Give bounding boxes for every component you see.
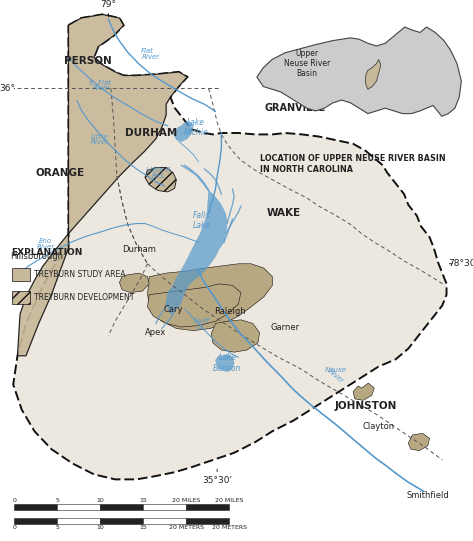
Text: Eno: Eno: [39, 238, 52, 244]
Text: Little: Little: [91, 134, 109, 140]
Polygon shape: [11, 268, 30, 281]
Text: Little R.: Little R.: [146, 167, 173, 173]
Bar: [143, 518, 186, 524]
Text: 20 METERS: 20 METERS: [212, 525, 247, 530]
Polygon shape: [13, 15, 447, 479]
Text: Cr.: Cr.: [197, 324, 207, 330]
Text: Falls
Lake: Falls Lake: [193, 211, 211, 230]
Text: 15: 15: [140, 498, 147, 503]
Text: 78°30': 78°30': [448, 259, 473, 268]
Text: S. Flat: S. Flat: [89, 80, 111, 85]
Text: Durham: Durham: [122, 245, 156, 254]
Text: 20 METERS: 20 METERS: [169, 525, 204, 530]
Text: Neuse: Neuse: [325, 367, 347, 373]
Text: 15: 15: [140, 525, 147, 530]
Text: Garner: Garner: [271, 324, 300, 332]
Text: River: River: [142, 54, 160, 60]
Text: Swift: Swift: [193, 318, 210, 324]
Text: 10: 10: [96, 525, 104, 530]
Polygon shape: [18, 15, 187, 356]
Text: Smithfield: Smithfield: [406, 491, 449, 500]
Text: Clayton: Clayton: [362, 422, 394, 431]
Text: River: River: [91, 140, 109, 146]
Polygon shape: [366, 60, 381, 89]
Text: 20 MILES: 20 MILES: [215, 498, 244, 503]
Text: River: River: [93, 85, 111, 91]
Text: TREYBURN DEVELOPMENT: TREYBURN DEVELOPMENT: [35, 293, 135, 302]
Polygon shape: [119, 273, 149, 293]
Text: PERSON: PERSON: [64, 56, 112, 66]
Bar: [143, 504, 186, 510]
Text: 35°30': 35°30': [202, 477, 232, 485]
Polygon shape: [148, 264, 272, 331]
Text: Upper
Neuse River
Basin: Upper Neuse River Basin: [284, 49, 330, 78]
Text: EXPLANATION: EXPLANATION: [11, 248, 83, 257]
Text: 5: 5: [55, 498, 59, 503]
Text: Cary: Cary: [163, 306, 183, 314]
Text: River: River: [36, 243, 54, 249]
Bar: [100, 504, 143, 510]
Text: 36°: 36°: [0, 84, 15, 93]
Text: Apex: Apex: [145, 328, 166, 338]
Text: Lake
Michie: Lake Michie: [184, 117, 208, 137]
Text: WAKE: WAKE: [266, 208, 300, 219]
Text: DURHAM: DURHAM: [125, 128, 177, 138]
Polygon shape: [11, 291, 30, 304]
Text: TREYBURN STUDY AREA: TREYBURN STUDY AREA: [35, 270, 126, 279]
Bar: [57, 504, 100, 510]
Polygon shape: [353, 383, 374, 400]
Text: 20 MILES: 20 MILES: [172, 498, 201, 503]
Text: GRANVILLE: GRANVILLE: [265, 103, 326, 113]
Text: Raleigh: Raleigh: [214, 307, 245, 316]
Bar: [14, 518, 57, 524]
Bar: [186, 504, 229, 510]
Text: 5: 5: [55, 525, 59, 530]
Text: LOCATION OF UPPER NEUSE RIVER BASIN
IN NORTH CAROLINA: LOCATION OF UPPER NEUSE RIVER BASIN IN N…: [260, 154, 446, 174]
Polygon shape: [257, 27, 461, 116]
Polygon shape: [166, 190, 228, 314]
Text: Lake
Benson: Lake Benson: [213, 353, 242, 373]
Text: 0: 0: [12, 525, 16, 530]
Polygon shape: [175, 122, 193, 142]
Polygon shape: [211, 320, 260, 352]
Text: ORANGE: ORANGE: [35, 168, 85, 177]
Text: Flat: Flat: [141, 48, 154, 54]
Bar: [57, 518, 100, 524]
Polygon shape: [215, 354, 234, 372]
Polygon shape: [145, 168, 176, 192]
Bar: [14, 504, 57, 510]
Bar: [100, 518, 143, 524]
Text: JOHNSTON: JOHNSTON: [334, 401, 397, 411]
Text: 0: 0: [12, 498, 16, 503]
Text: Res.: Res.: [152, 173, 167, 179]
Bar: [186, 518, 229, 524]
Polygon shape: [148, 284, 241, 327]
Text: Hillsborough: Hillsborough: [10, 252, 63, 261]
Text: 10: 10: [96, 498, 104, 503]
Text: River: River: [327, 368, 345, 384]
Polygon shape: [421, 503, 442, 521]
Text: 79°: 79°: [100, 1, 116, 9]
Polygon shape: [408, 433, 429, 451]
